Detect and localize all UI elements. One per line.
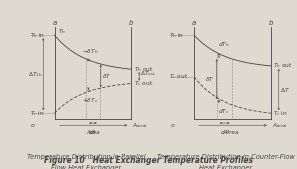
Text: Figure 10   Heat Exchanger Temperature Profiles: Figure 10 Heat Exchanger Temperature Pro… <box>44 156 253 165</box>
Text: $T_c$ out: $T_c$ out <box>134 79 153 88</box>
Text: $-\delta T_h$: $-\delta T_h$ <box>83 47 99 56</box>
Text: Flow Heat Exchanger: Flow Heat Exchanger <box>51 165 121 169</box>
Text: b: b <box>268 20 273 26</box>
Text: b: b <box>129 20 134 26</box>
Text: Temperature Distribution in Parallel: Temperature Distribution in Parallel <box>27 154 146 160</box>
Text: $T_h$ out: $T_h$ out <box>134 65 153 74</box>
Text: a: a <box>192 20 196 26</box>
Text: $A_{total}$: $A_{total}$ <box>272 121 288 130</box>
Text: Temperature Distribution in Counter-Flow: Temperature Distribution in Counter-Flow <box>157 154 295 160</box>
Text: Heat Exchanger: Heat Exchanger <box>199 165 252 169</box>
Text: $T_c$ out: $T_c$ out <box>169 73 189 81</box>
Text: o: o <box>31 123 35 128</box>
Text: $T_h$: $T_h$ <box>58 27 66 36</box>
Text: $A_{total}$: $A_{total}$ <box>132 121 148 130</box>
Text: $\Delta T$: $\Delta T$ <box>280 86 290 93</box>
Text: a: a <box>52 20 57 26</box>
Text: $\delta T$: $\delta T$ <box>102 72 111 80</box>
Text: $T_h$ in: $T_h$ in <box>169 31 184 40</box>
Text: Area: Area <box>226 130 239 135</box>
Text: o: o <box>170 123 174 128</box>
Text: dA: dA <box>89 130 97 135</box>
Text: Area: Area <box>86 130 100 135</box>
Text: $T_h$ out: $T_h$ out <box>273 62 293 70</box>
Text: $\Delta T_{1h}$: $\Delta T_{1h}$ <box>28 70 42 79</box>
Text: $dT_c$: $dT_c$ <box>218 107 229 116</box>
Text: $\Delta T_{out}$: $\Delta T_{out}$ <box>140 69 157 78</box>
Text: $T_h$ in: $T_h$ in <box>30 31 45 40</box>
Text: dA: dA <box>221 130 228 135</box>
Text: $dT_h$: $dT_h$ <box>218 40 229 49</box>
Text: $\delta T$: $\delta T$ <box>205 75 214 83</box>
Text: $+\delta T_c$: $+\delta T_c$ <box>83 96 99 105</box>
Text: $T_c$ in: $T_c$ in <box>273 109 288 118</box>
Text: $T_c$ in: $T_c$ in <box>30 109 44 118</box>
